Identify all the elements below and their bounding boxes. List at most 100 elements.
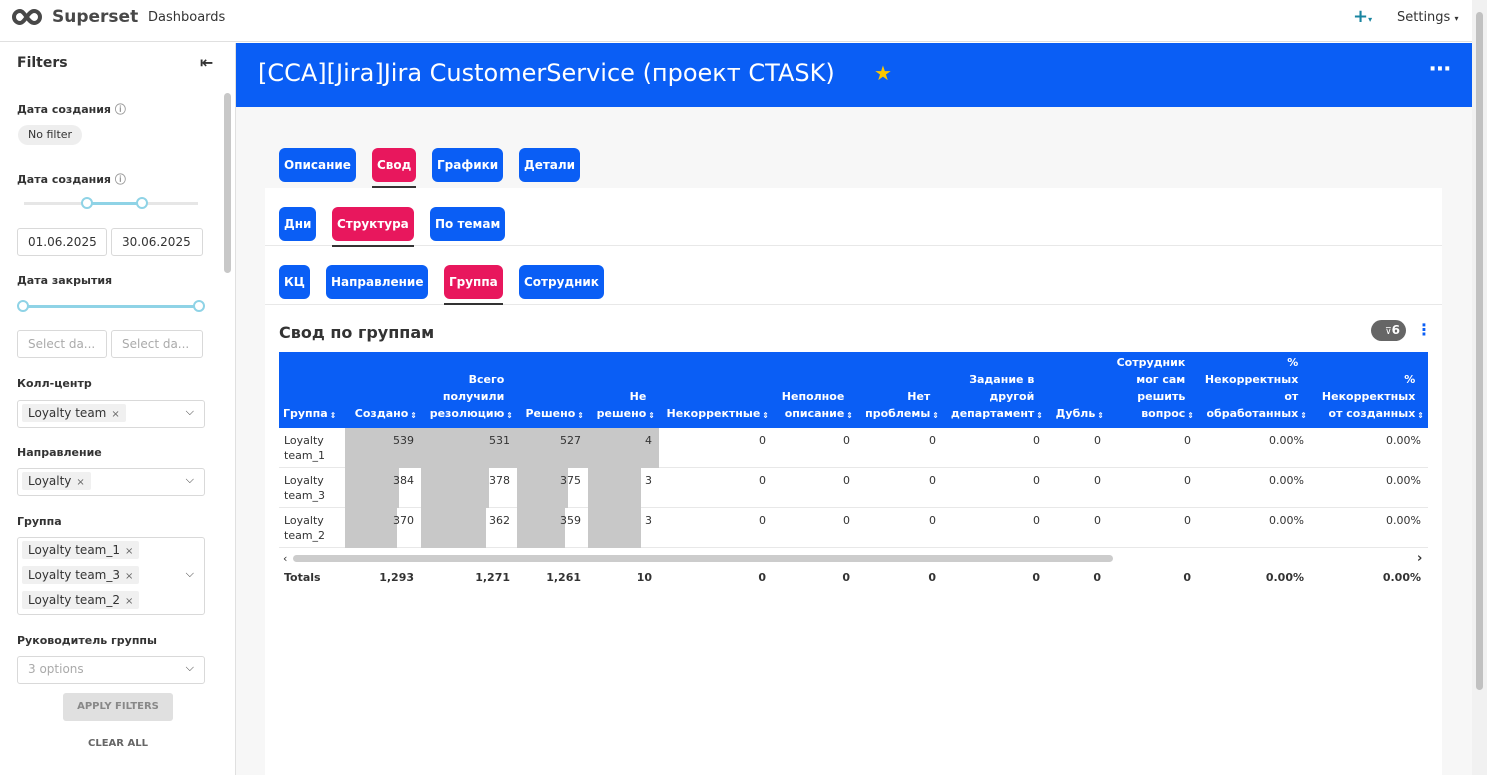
- cell-text: 378: [489, 474, 510, 487]
- scroll-right[interactable]: ›: [1417, 551, 1423, 566]
- column-header[interactable]: Задание в другой департамент ⇕: [943, 352, 1047, 428]
- cell-text: 4: [645, 434, 652, 447]
- header-text: Решено: [525, 407, 576, 420]
- table-cell: 0.00%: [1198, 428, 1311, 468]
- tag[interactable]: Loyalty team_1 ×: [22, 541, 140, 559]
- column-header[interactable]: Нет проблемы ⇕: [857, 352, 943, 428]
- column-header[interactable]: Некорректные ⇕: [659, 352, 773, 428]
- cell-text: 0: [929, 514, 936, 527]
- tab[interactable]: Сотрудник: [519, 265, 604, 299]
- collapse-button[interactable]: ⇤: [200, 53, 214, 72]
- tag-text: Loyalty team_3: [28, 568, 120, 582]
- column-header[interactable]: Группа ⇕: [279, 352, 345, 428]
- tag-remove[interactable]: ×: [125, 571, 134, 582]
- header-text: Группа: [283, 407, 328, 420]
- scroll-left[interactable]: ‹: [283, 552, 288, 565]
- slider-handle[interactable]: [136, 197, 148, 209]
- tab[interactable]: Детали: [519, 148, 581, 182]
- filter-bar: Filters ⇤ Дата создания ⓘ No filter Дата…: [0, 43, 236, 775]
- column-header[interactable]: % Некорректных от созданных ⇕: [1311, 352, 1428, 428]
- table-cell: 0: [773, 508, 857, 548]
- tab[interactable]: Свод: [372, 148, 417, 188]
- cell-text: 0: [759, 514, 766, 527]
- tag[interactable]: Loyalty team_2 ×: [22, 591, 140, 609]
- date-input[interactable]: Select da...: [17, 330, 107, 358]
- tab[interactable]: Дни: [279, 207, 317, 241]
- add-button[interactable]: +▾: [1353, 6, 1373, 27]
- column-header[interactable]: Создано ⇕: [345, 352, 421, 428]
- cell-bar: [345, 468, 400, 508]
- chart-menu[interactable]: ⋮: [1416, 320, 1432, 339]
- tag[interactable]: Loyalty ×: [22, 472, 91, 490]
- column-header[interactable]: Решено ⇕: [517, 352, 588, 428]
- header-text: % Некорректных от обработанных: [1204, 356, 1299, 420]
- table-cell: 0: [1108, 508, 1198, 548]
- sort-icon: ⇕: [1097, 411, 1104, 420]
- column-header[interactable]: Не решено ⇕: [588, 352, 659, 428]
- apply-button[interactable]: APPLY FILTERS: [63, 693, 173, 721]
- tab[interactable]: Описание: [279, 148, 356, 182]
- cell-text: 0: [759, 434, 766, 447]
- dashboard-title: [CCA][Jira]Jira CustomerService (проект …: [258, 59, 835, 87]
- tab[interactable]: По темам: [430, 207, 506, 241]
- slider-handle[interactable]: [81, 197, 93, 209]
- select[interactable]: Loyalty team_1 × Loyalty team_3 × Loyalty te…: [17, 537, 205, 615]
- menu-dots[interactable]: ⋯: [1429, 57, 1451, 82]
- tag-remove[interactable]: ×: [125, 546, 134, 557]
- chevron: ⌵: [185, 567, 194, 580]
- header-text: Не решено: [596, 390, 647, 420]
- totals-cell: 1,293: [379, 571, 414, 584]
- tab[interactable]: Структура: [332, 207, 414, 247]
- totals-cell: 0: [928, 571, 936, 584]
- favorite-star[interactable]: ★: [874, 61, 892, 85]
- table-cell: 0: [659, 468, 773, 508]
- filter-label: Дата создания ⓘ: [17, 103, 126, 116]
- table-cell: 0: [857, 508, 943, 548]
- select[interactable]: 3 options ⌵: [17, 656, 205, 684]
- tab[interactable]: Направление: [326, 265, 429, 299]
- select[interactable]: Loyalty team × ⌵: [17, 400, 205, 428]
- tab[interactable]: Группа: [444, 265, 503, 305]
- table-cell: Loyalty team_1: [279, 428, 345, 468]
- tag[interactable]: Loyalty team_3 ×: [22, 566, 140, 584]
- column-header[interactable]: Неполное описание ⇕: [773, 352, 857, 428]
- clear-button[interactable]: CLEAR ALL: [88, 738, 148, 749]
- cell-text: 375: [560, 474, 581, 487]
- column-header[interactable]: % Некорректных от обработанных ⇕: [1198, 352, 1311, 428]
- filter-badge[interactable]: ⊽6: [1371, 320, 1406, 341]
- cell-text: 0: [929, 474, 936, 487]
- header-text: Дубль: [1055, 407, 1096, 420]
- h-scrollbar[interactable]: [293, 555, 1113, 562]
- select[interactable]: Loyalty × ⌵: [17, 468, 205, 496]
- column-header[interactable]: Дубль ⇕: [1047, 352, 1108, 428]
- slider-handle[interactable]: [193, 300, 205, 312]
- tab[interactable]: Графики: [432, 148, 504, 182]
- sort-icon: ⇕: [577, 411, 584, 420]
- table-cell: Loyalty team_2: [279, 508, 345, 548]
- slider-handle[interactable]: [17, 300, 29, 312]
- scroll-thumb[interactable]: [1476, 12, 1483, 690]
- column-header[interactable]: Сотрудник мог сам решить вопрос ⇕: [1108, 352, 1198, 428]
- chart-title: Свод по группам: [279, 323, 435, 342]
- sort-icon: ⇕: [329, 411, 337, 420]
- date-input[interactable]: 01.06.2025: [17, 228, 107, 256]
- totals-cell: Totals: [284, 571, 321, 584]
- tag-remove[interactable]: ×: [111, 409, 120, 420]
- tag[interactable]: Loyalty team ×: [22, 404, 126, 422]
- brand[interactable]: Superset: [52, 7, 139, 27]
- divider: [265, 304, 1442, 305]
- tag-remove[interactable]: ×: [125, 596, 134, 607]
- date-input[interactable]: Select da...: [111, 330, 203, 358]
- table-cell: 3: [588, 508, 659, 548]
- tab[interactable]: КЦ: [279, 265, 310, 299]
- tag-remove[interactable]: ×: [76, 477, 85, 488]
- cell-text: 0.00%: [1386, 434, 1421, 447]
- table-cell: 0: [659, 428, 773, 468]
- menu-link[interactable]: Dashboards: [148, 10, 226, 25]
- cell-text: 0.00%: [1386, 514, 1421, 527]
- column-header[interactable]: Всего получили резолюцию ⇕: [421, 352, 517, 428]
- date-input[interactable]: 30.06.2025: [111, 228, 203, 256]
- header-text: Создано: [354, 407, 409, 420]
- logo[interactable]: [10, 7, 50, 27]
- settings-menu[interactable]: Settings ▾: [1397, 10, 1459, 25]
